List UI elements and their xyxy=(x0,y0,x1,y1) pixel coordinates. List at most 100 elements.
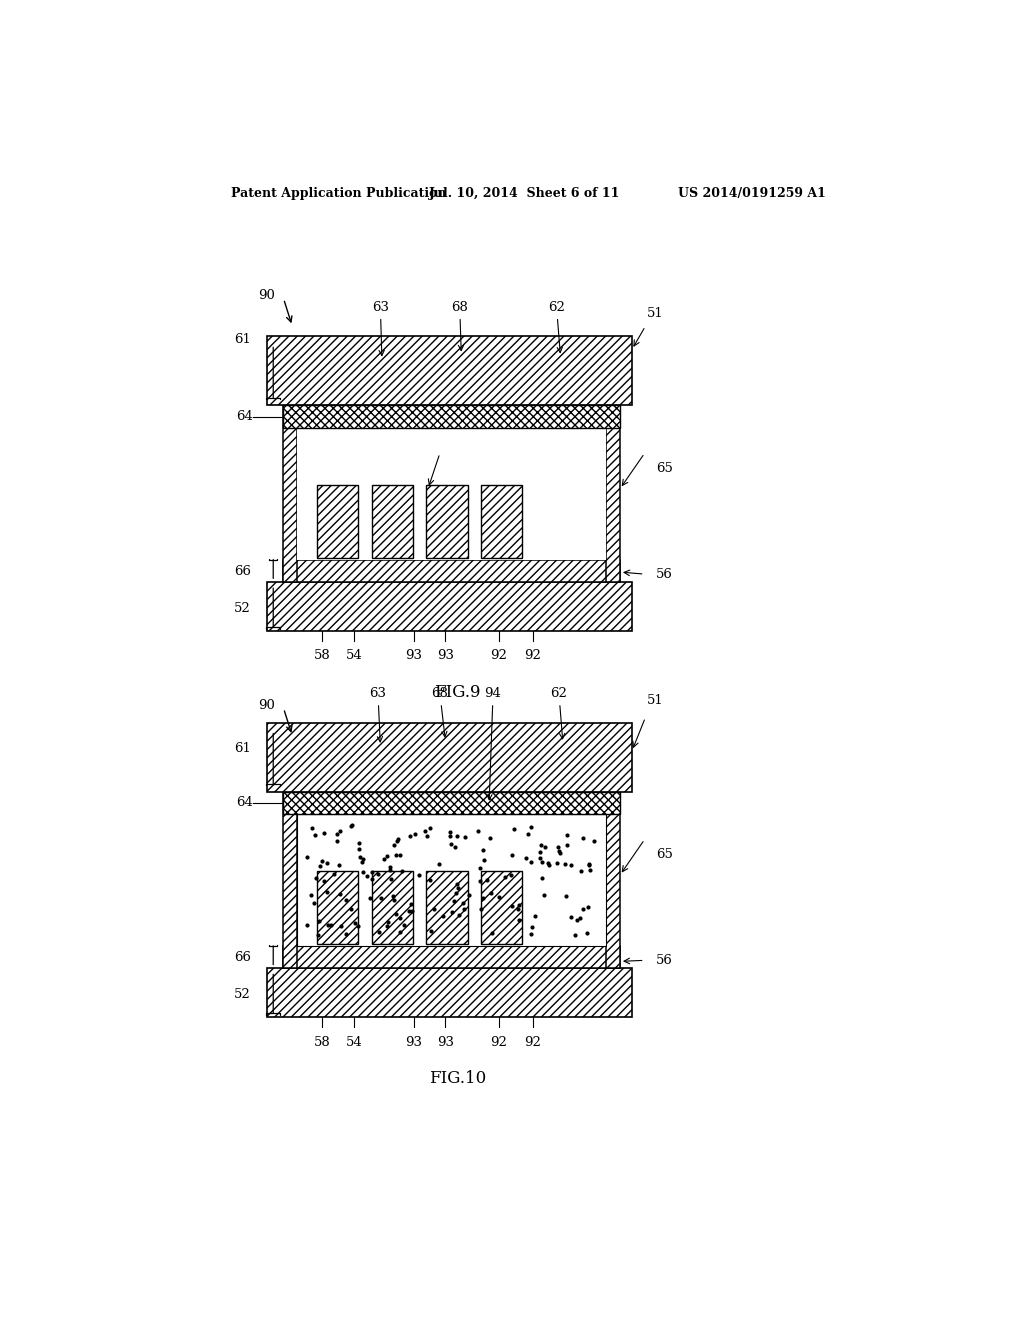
Point xyxy=(388,904,404,925)
Text: 63: 63 xyxy=(370,688,386,742)
Point xyxy=(364,862,380,883)
Bar xyxy=(297,814,606,946)
Point xyxy=(326,863,342,884)
Point xyxy=(552,842,568,863)
Point xyxy=(522,817,539,838)
Bar xyxy=(426,484,468,558)
Point xyxy=(581,854,597,875)
Point xyxy=(450,878,466,899)
Point xyxy=(497,866,513,887)
Text: 58: 58 xyxy=(314,1036,331,1048)
Point xyxy=(559,834,575,855)
Point xyxy=(536,884,552,906)
Bar xyxy=(283,404,297,582)
Point xyxy=(511,909,527,931)
Point xyxy=(403,894,420,915)
Point xyxy=(411,865,427,886)
Point xyxy=(376,847,392,869)
Point xyxy=(393,861,410,882)
Text: Patent Application Publication: Patent Application Publication xyxy=(231,187,446,201)
Text: 51: 51 xyxy=(647,693,665,706)
Point xyxy=(304,817,321,838)
Point xyxy=(351,838,368,859)
Point xyxy=(575,899,592,920)
Point xyxy=(331,855,347,876)
Point xyxy=(540,853,556,874)
Point xyxy=(404,900,421,921)
Point xyxy=(549,853,565,874)
Bar xyxy=(316,871,358,944)
Point xyxy=(470,821,486,842)
Bar xyxy=(606,791,621,969)
Point xyxy=(332,820,348,841)
Point xyxy=(395,915,412,936)
Point xyxy=(558,886,574,907)
Point xyxy=(537,836,553,857)
Point xyxy=(386,890,402,911)
Bar xyxy=(283,560,620,582)
Text: 62: 62 xyxy=(548,301,565,352)
Point xyxy=(472,858,488,879)
Point xyxy=(312,855,329,876)
Point xyxy=(563,854,580,875)
Point xyxy=(350,915,367,936)
Point xyxy=(307,825,324,846)
Text: 93: 93 xyxy=(437,649,454,663)
Bar xyxy=(297,428,606,560)
Text: 94: 94 xyxy=(484,688,502,800)
Bar xyxy=(283,946,620,969)
Text: 92: 92 xyxy=(490,1036,507,1048)
Point xyxy=(354,851,371,873)
Point xyxy=(401,900,418,921)
Point xyxy=(523,916,540,937)
Text: 51: 51 xyxy=(647,308,665,321)
Point xyxy=(342,899,358,920)
Point xyxy=(315,870,332,891)
Bar xyxy=(481,871,522,944)
Text: 56: 56 xyxy=(655,954,673,966)
Point xyxy=(456,899,472,920)
Point xyxy=(446,837,463,858)
Point xyxy=(318,882,335,903)
Point xyxy=(490,886,507,907)
Point xyxy=(483,882,500,903)
Point xyxy=(338,888,354,909)
Point xyxy=(472,871,488,892)
Point xyxy=(382,869,398,890)
Point xyxy=(310,925,327,946)
Point xyxy=(344,814,360,836)
Point xyxy=(379,916,395,937)
Point xyxy=(392,845,409,866)
Point xyxy=(445,890,462,911)
Point xyxy=(426,899,442,920)
Point xyxy=(323,913,339,935)
Point xyxy=(586,830,602,851)
Point xyxy=(422,870,438,891)
Bar xyxy=(372,871,413,944)
Point xyxy=(435,906,452,927)
Point xyxy=(482,828,499,849)
Point xyxy=(389,830,406,851)
Point xyxy=(503,865,519,886)
Text: 68: 68 xyxy=(452,301,468,351)
Point xyxy=(422,817,438,838)
Point xyxy=(419,826,435,847)
Text: 56: 56 xyxy=(655,568,673,581)
Point xyxy=(333,915,349,936)
Point xyxy=(359,866,376,887)
Point xyxy=(562,907,579,928)
Bar xyxy=(426,871,468,944)
Text: 66: 66 xyxy=(234,565,251,578)
Point xyxy=(355,849,372,870)
Text: 64: 64 xyxy=(236,411,253,424)
Point xyxy=(307,867,324,888)
Bar xyxy=(372,484,413,558)
Point xyxy=(315,822,332,843)
Point xyxy=(401,825,418,846)
Text: 68: 68 xyxy=(431,688,449,737)
Text: 52: 52 xyxy=(234,989,251,1002)
Text: 54: 54 xyxy=(346,1036,362,1048)
Text: 65: 65 xyxy=(655,462,673,475)
Point xyxy=(534,834,550,855)
Point xyxy=(390,829,407,850)
